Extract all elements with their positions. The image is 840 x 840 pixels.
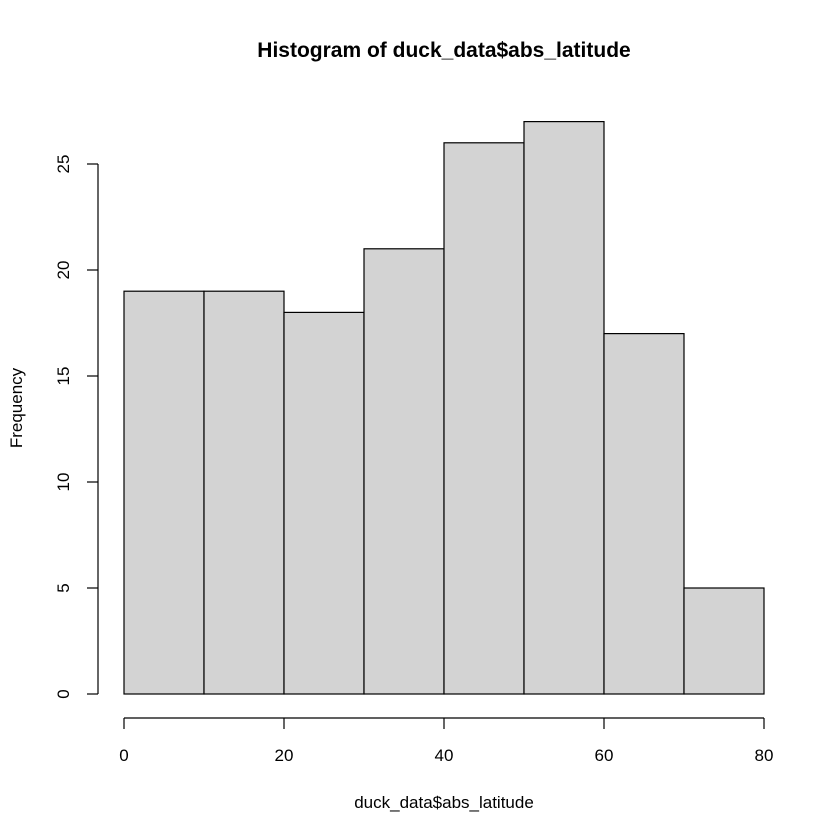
y-tick-label: 15 [54, 367, 73, 386]
y-tick-label: 25 [54, 155, 73, 174]
y-tick-label: 20 [54, 261, 73, 280]
chart-title: Histogram of duck_data$abs_latitude [257, 39, 630, 62]
histogram-bar-1 [203, 290, 285, 695]
y-tick-label: 5 [54, 583, 73, 592]
histogram-bar-3 [363, 248, 445, 695]
histogram-bar-6 [603, 333, 685, 695]
x-axis: 0 20 40 60 80 [119, 717, 774, 765]
histogram-bar-2 [283, 311, 365, 695]
y-tick-label: 10 [54, 473, 73, 492]
x-tick-label: 40 [435, 746, 454, 765]
x-tick-label: 80 [755, 746, 774, 765]
histogram-bar-7 [683, 587, 765, 695]
x-tick-label: 20 [275, 746, 294, 765]
x-tick-label: 60 [595, 746, 614, 765]
x-tick-label: 0 [119, 746, 128, 765]
bars-group [123, 120, 765, 695]
y-axis: 0 5 10 15 20 25 [54, 155, 99, 699]
y-axis-label: Frequency [7, 367, 26, 448]
y-tick-label: 0 [54, 689, 73, 698]
histogram-bar-0 [123, 290, 205, 695]
histogram-bar-4 [443, 142, 525, 695]
x-axis-label: duck_data$abs_latitude [354, 793, 534, 812]
histogram-bar-5 [523, 120, 605, 695]
